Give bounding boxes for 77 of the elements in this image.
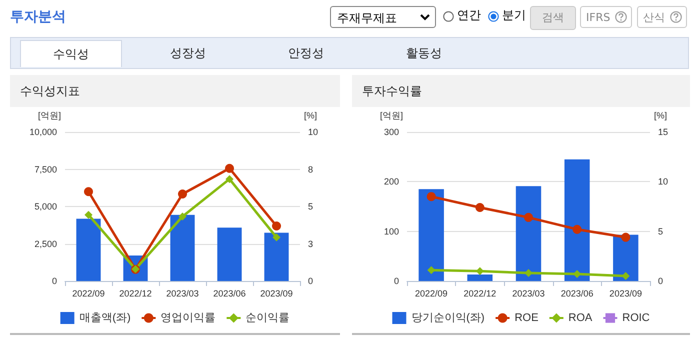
text: 연간 [457,8,481,22]
legend-label: ROA [568,312,593,324]
point [272,233,280,242]
point [475,202,484,212]
y2-tick-label: 5 [308,202,314,212]
x-tick-label: 2022/12 [464,288,496,298]
y-tick-label: 200 [384,176,399,187]
text: 투자분석 [10,9,66,25]
legend-label: 매출액(좌) [79,312,131,324]
bar [217,228,242,281]
bar [516,186,542,281]
point [84,210,92,219]
x-tick-label: 2022/09 [72,288,105,298]
point [178,212,186,220]
y2-tick-label: 15 [658,127,668,137]
y-tick-label: 100 [384,226,399,236]
point [225,164,234,173]
x-tick-label: 2022/09 [415,288,448,298]
y2-tick-label: 8 [308,164,314,174]
point [572,224,582,234]
text: 성장성 [170,46,206,60]
point [178,189,187,198]
y2-axis-title: [%] [654,110,668,120]
text: 안정성 [288,46,324,60]
y-tick-label: 7,500 [34,164,57,174]
text: 수익성 [53,47,89,61]
point [476,267,484,276]
y2-tick-label: 10 [308,127,318,137]
text: IFRS [586,11,610,24]
x-tick-label: 2023/06 [560,288,594,298]
text: 주재무제표 [337,11,397,25]
y-tick-label: 10,000 [29,127,57,137]
bar [76,218,101,281]
point [84,187,93,196]
y-tick-label: 300 [384,127,399,137]
y-axis-title: [억원] [380,110,403,120]
point [524,212,533,222]
point [621,232,630,242]
legend-label: 당기순이익(좌) [411,312,485,324]
y-axis-title: [억원] [38,110,61,120]
x-tick-label: 2023/09 [609,288,642,298]
y2-tick-label: 5 [658,226,664,236]
y2-axis-title: [%] [304,110,318,120]
x-tick-label: 2023/06 [213,288,246,298]
bar [170,214,195,281]
legend-label: ROE [514,312,538,324]
text: 검색 [542,11,564,24]
point [426,192,436,202]
bar [418,189,444,281]
bar [467,274,493,281]
point [226,175,234,184]
text: 산식 [643,11,665,24]
x-tick-label: 2023/03 [166,288,199,298]
x-tick-label: 2023/09 [260,288,293,298]
y2-tick-label: 10 [658,176,668,187]
x-tick-label: 2022/12 [119,288,152,298]
y2-tick-label: 0 [658,276,664,286]
bar [564,159,590,281]
y2-tick-label: 3 [308,238,314,249]
text: 활동성 [406,46,442,60]
chart-title: 투자수익률 [352,75,690,107]
chart-title: 수익성지표 [10,75,340,107]
y-tick-label: 0 [394,276,399,286]
point [524,269,532,278]
point [622,272,630,280]
y2-tick-label: 0 [308,276,314,286]
y-tick-label: 0 [52,276,57,286]
y-tick-label: 5,000 [34,202,57,212]
text: 분기 [502,8,526,22]
legend-label: 순이익률 [246,312,290,324]
legend-label: ROIC [622,312,650,324]
bar [264,232,289,281]
x-tick-label: 2023/03 [512,288,545,298]
y-tick-label: 2,500 [34,238,57,249]
point [272,222,281,231]
legend-label: 영업이익률 [160,312,216,324]
point [427,266,436,274]
